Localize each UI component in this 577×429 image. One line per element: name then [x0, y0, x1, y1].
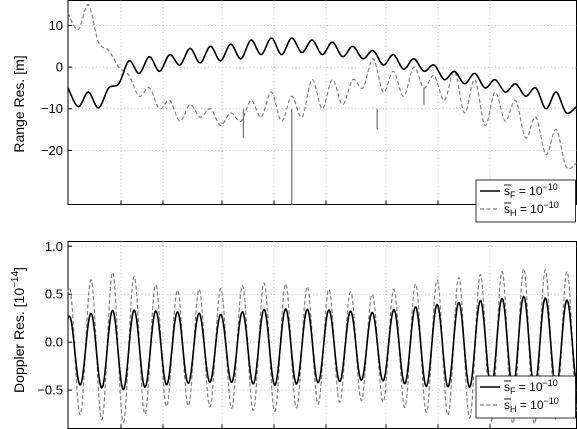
y-label-main: Doppler Res. [10 [11, 288, 27, 393]
legend-label-rhs: = 10 [516, 184, 543, 198]
legend-label-exponent: −10 [543, 378, 558, 388]
legend-label-base: s [504, 184, 510, 198]
range-panel-frame [67, 0, 577, 205]
series-line-dashed [67, 268, 577, 425]
range-panel-y-label: Range Res. [m] [11, 55, 27, 152]
series-line-solid [67, 37, 577, 115]
y-tick-label: 0.0 [45, 335, 63, 350]
doppler-panel: 1.0 0.5 0.0 −0.5 Doppler Res. [10−14] sF = … [10, 239, 577, 429]
legend-label-base: s [504, 398, 510, 412]
legend-label: sH = 10−10 [504, 200, 559, 218]
legend-label-subscript: H [510, 208, 517, 218]
legend-label: sF = 10−10 [504, 182, 558, 200]
legend-label-subscript: H [510, 404, 517, 414]
legend-label-rhs: = 10 [517, 202, 544, 216]
y-tick-label: −0.5 [37, 383, 63, 398]
y-label-exponent: −14 [10, 270, 21, 287]
legend-box [475, 179, 576, 223]
legend-label-subscript: F [510, 386, 516, 396]
y-tick-label: 1.0 [45, 239, 63, 254]
legend-label-exponent: −10 [544, 396, 559, 406]
legend-label: sF = 10−10 [504, 378, 558, 396]
y-tick-label: 10 [49, 18, 63, 33]
legend-label-rhs: = 10 [516, 380, 543, 394]
series-line-dashed [67, 4, 577, 170]
doppler-panel-y-label: Doppler Res. [10−14] [10, 267, 27, 393]
legend-label-subscript: F [510, 190, 516, 200]
range-panel-spikes [242, 87, 425, 205]
y-tick-label: −20 [41, 143, 63, 158]
legend-box [475, 375, 576, 419]
legend-label: sH = 10−10 [504, 396, 559, 414]
doppler-panel-y-ticks: 1.0 0.5 0.0 −0.5 [37, 239, 491, 429]
legend-label-rhs: = 10 [517, 398, 544, 412]
y-label-tail: ] [11, 267, 27, 271]
y-tick-label: 0.5 [45, 287, 63, 302]
y-tick-label: −10 [41, 101, 63, 116]
range-panel-series [67, 4, 577, 170]
legend-label-base: s [504, 380, 510, 394]
y-tick-label: 0 [56, 60, 63, 75]
range-panel-grid [68, 0, 577, 205]
legend-label-exponent: −10 [544, 200, 559, 210]
legend-label-exponent: −10 [543, 182, 558, 192]
legend-label-base: s [504, 202, 510, 216]
range-panel-y-ticks: 10 0 −10 −20 [41, 18, 491, 205]
